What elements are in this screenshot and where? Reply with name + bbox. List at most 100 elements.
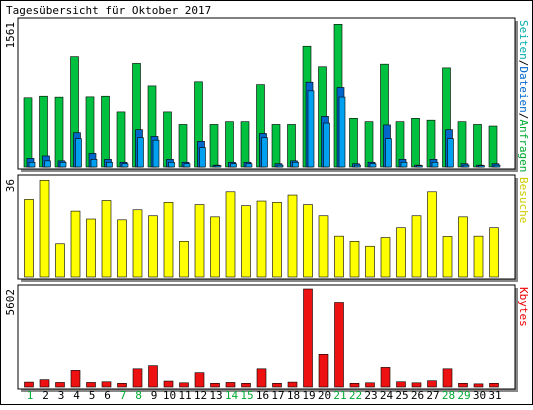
y-max-label: 36 <box>4 179 17 192</box>
bar-kbytes <box>396 381 406 388</box>
bar-kbytes <box>489 383 499 388</box>
x-tick-label: 10 <box>163 389 176 402</box>
legend-entry: / <box>517 60 530 67</box>
x-tick-label: 11 <box>178 389 191 402</box>
bar-visits <box>256 200 267 278</box>
bar-anfragen <box>101 95 110 168</box>
x-tick-label: 24 <box>380 389 394 402</box>
bar-kbytes <box>148 365 158 388</box>
bar-kbytes <box>101 381 112 388</box>
bar-visits <box>163 202 174 278</box>
bar-visits <box>458 216 468 278</box>
bar-seiten <box>338 96 346 168</box>
bar-kbytes <box>287 381 298 388</box>
legend: Besuche <box>517 177 530 223</box>
bar-visits <box>427 191 437 278</box>
bar-anfragen <box>473 124 482 168</box>
x-tick-label: 7 <box>120 389 127 402</box>
y-max-label: 5602 <box>4 289 17 316</box>
bar-visits <box>55 243 65 278</box>
bar-anfragen <box>54 96 64 168</box>
bar-anfragen <box>457 121 467 168</box>
x-tick-label: 12 <box>194 389 207 402</box>
bar-visits <box>318 215 329 278</box>
bar-visits <box>194 204 205 278</box>
bar-kbytes <box>334 302 344 388</box>
bar-seiten <box>44 160 51 168</box>
bar-kbytes <box>318 353 329 388</box>
bar-kbytes <box>349 383 360 388</box>
bar-seiten <box>261 137 268 168</box>
bar-visits <box>210 216 220 278</box>
bar-visits <box>349 241 360 278</box>
bar-seiten <box>28 161 36 168</box>
x-tick-label: 1 <box>27 389 34 402</box>
bar-anfragen <box>178 124 188 168</box>
bar-seiten <box>75 138 82 168</box>
x-tick-label: 15 <box>240 389 253 402</box>
x-tick-label: 17 <box>271 389 284 402</box>
x-tick-label: 20 <box>318 389 331 402</box>
bar-seiten <box>462 164 470 168</box>
bar-kbytes <box>256 368 267 388</box>
bar-seiten <box>106 161 113 168</box>
bar-visits <box>473 235 484 278</box>
bar-seiten <box>276 164 284 168</box>
bar-visits <box>411 215 422 278</box>
bar-seiten <box>230 163 237 168</box>
bar-visits <box>117 219 127 278</box>
x-tick-label: 29 <box>457 389 470 402</box>
bar-seiten <box>385 138 392 168</box>
bar-kbytes <box>380 367 391 388</box>
bar-anfragen <box>240 121 250 168</box>
bar-kbytes <box>117 383 127 388</box>
x-tick-label: 19 <box>302 389 315 402</box>
legend-entry: Kbytes <box>517 287 530 327</box>
bar-anfragen <box>163 111 172 168</box>
bar-anfragen <box>349 118 358 168</box>
bar-seiten <box>400 161 408 168</box>
bar-kbytes <box>70 370 81 388</box>
y-max-label: 1561 <box>4 22 17 49</box>
bar-anfragen <box>116 111 126 168</box>
chart-title: Tagesübersicht für Oktober 2017 <box>6 4 211 17</box>
x-axis-labels: 1 2 3 4 5 6 7 8 9 10 11 12 13 14 15 16 17 18 19 20 21 22 23 24 2… <box>27 389 502 402</box>
x-tick-label: 3 <box>58 389 65 402</box>
x-tick-label: 25 <box>395 389 408 402</box>
bar-anfragen <box>411 118 420 168</box>
x-tick-label: 8 <box>135 389 142 402</box>
bar-kbytes <box>24 381 34 388</box>
bar-kbytes <box>442 368 453 388</box>
x-tick-label: 4 <box>73 389 80 402</box>
bar-visits <box>396 227 406 278</box>
x-tick-label: 27 <box>426 389 439 402</box>
bar-anfragen <box>225 121 234 168</box>
legend-entry: / <box>517 113 530 120</box>
bar-kbytes <box>458 383 468 388</box>
bar-visits <box>39 180 50 278</box>
bar-visits <box>287 194 298 278</box>
bar-visits <box>303 204 313 278</box>
bar-kbytes <box>194 372 205 388</box>
x-tick-label: 13 <box>209 389 222 402</box>
bar-seiten <box>152 139 160 168</box>
legend: Kbytes <box>517 287 530 327</box>
bar-visits <box>489 227 499 278</box>
bar-visits <box>380 237 391 278</box>
bar-kbytes <box>411 382 422 388</box>
bar-visits <box>148 215 158 278</box>
bar-seiten <box>137 137 144 168</box>
bar-visits <box>442 236 453 278</box>
bar-visits <box>132 209 143 278</box>
bar-seiten <box>121 163 129 168</box>
bar-seiten <box>168 161 175 168</box>
x-tick-label: 28 <box>442 389 455 402</box>
x-tick-label: 26 <box>411 389 424 402</box>
bar-seiten <box>447 138 454 168</box>
bar-kbytes <box>179 382 189 388</box>
bar-anfragen <box>488 125 498 168</box>
bar-seiten <box>493 164 501 168</box>
